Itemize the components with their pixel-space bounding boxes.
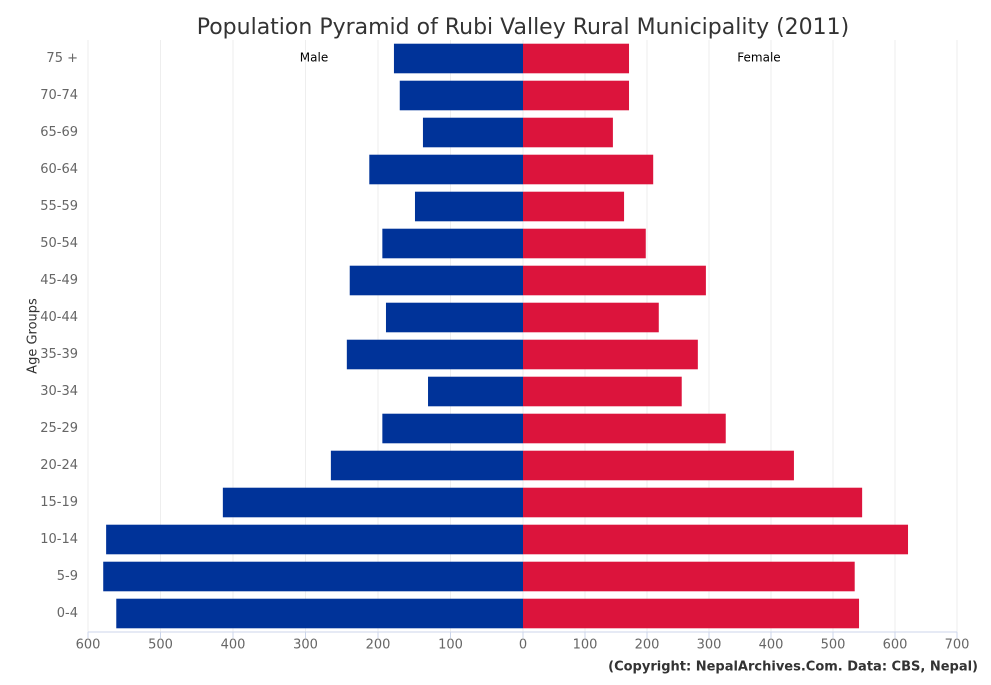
y-tick-label: 5-9 xyxy=(57,569,78,584)
y-tick-label: 25-29 xyxy=(40,421,78,436)
bar xyxy=(382,413,523,444)
y-tick-label: 35-39 xyxy=(40,347,78,362)
x-tick-label: 700 xyxy=(945,638,970,653)
x-tick-label: 100 xyxy=(573,638,598,653)
x-tick-label: 300 xyxy=(697,638,722,653)
bar xyxy=(382,228,523,259)
bar xyxy=(116,598,524,629)
x-tick-label: 200 xyxy=(366,638,391,653)
y-tick-label: 30-34 xyxy=(40,384,78,399)
bar xyxy=(428,376,523,407)
x-tick-label: 400 xyxy=(759,638,784,653)
x-tick-label: 200 xyxy=(635,638,660,653)
bar xyxy=(523,339,698,370)
legend-label: Male xyxy=(300,51,328,65)
bar xyxy=(414,191,523,222)
y-tick-label: 10-14 xyxy=(40,532,78,547)
y-tick-label: 60-64 xyxy=(40,162,78,177)
y-tick-label: 45-49 xyxy=(40,273,78,288)
bar xyxy=(369,154,523,185)
bar xyxy=(330,450,523,481)
bar xyxy=(523,302,659,333)
y-tick-label: 50-54 xyxy=(40,236,78,251)
bar xyxy=(523,80,630,111)
bar xyxy=(399,80,523,111)
y-tick-label: 65-69 xyxy=(40,125,78,140)
y-tick-label: 0-4 xyxy=(57,606,78,621)
bar xyxy=(523,228,646,259)
x-tick-label: 600 xyxy=(883,638,908,653)
x-tick-label: 0 xyxy=(519,638,527,653)
bar xyxy=(523,117,613,148)
y-axis-label: Age Groups xyxy=(26,298,41,374)
bar xyxy=(422,117,523,148)
bar xyxy=(523,43,630,74)
y-tick-label: 40-44 xyxy=(40,310,78,325)
x-tick-label: 600 xyxy=(76,638,101,653)
bar xyxy=(523,376,682,407)
y-tick-label: 55-59 xyxy=(40,199,78,214)
bar xyxy=(222,487,523,518)
bar xyxy=(523,265,706,296)
x-tick-label: 500 xyxy=(148,638,173,653)
bar xyxy=(523,524,909,555)
x-tick-label: 100 xyxy=(438,638,463,653)
bar xyxy=(106,524,523,555)
bar xyxy=(103,561,523,592)
bar xyxy=(349,265,523,296)
x-tick-label: 500 xyxy=(821,638,846,653)
bar xyxy=(523,561,855,592)
y-tick-label: 70-74 xyxy=(40,88,78,103)
bar xyxy=(523,487,863,518)
bar xyxy=(523,191,625,222)
chart-title: Population Pyramid of Rubi Valley Rural … xyxy=(197,15,850,40)
credit: (Copyright: NepalArchives.Com. Data: CBS… xyxy=(608,660,978,675)
x-tick-label: 400 xyxy=(221,638,246,653)
bar xyxy=(523,413,726,444)
bar xyxy=(393,43,523,74)
bar xyxy=(523,598,860,629)
legend-label: Female xyxy=(737,51,780,65)
bar xyxy=(523,154,654,185)
y-tick-label: 15-19 xyxy=(40,495,78,510)
y-tick-label: 75 + xyxy=(46,51,78,66)
y-tick-label: 20-24 xyxy=(40,458,78,473)
bar xyxy=(523,450,794,481)
bar xyxy=(346,339,523,370)
bar xyxy=(385,302,523,333)
x-tick-label: 300 xyxy=(293,638,318,653)
